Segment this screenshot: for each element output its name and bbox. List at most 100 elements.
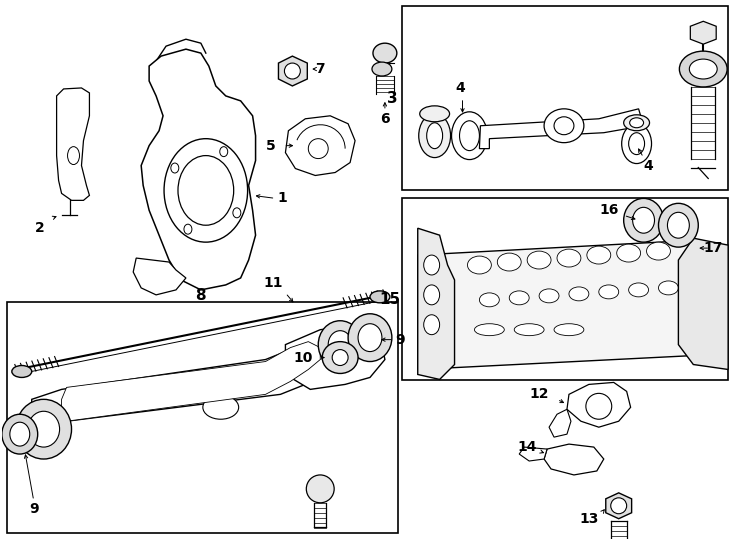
Polygon shape xyxy=(278,56,308,86)
Ellipse shape xyxy=(171,163,179,173)
Polygon shape xyxy=(678,238,728,369)
Ellipse shape xyxy=(658,281,678,295)
Ellipse shape xyxy=(203,395,239,419)
Ellipse shape xyxy=(539,289,559,303)
Polygon shape xyxy=(286,325,385,389)
Ellipse shape xyxy=(658,204,698,247)
Ellipse shape xyxy=(308,139,328,159)
Ellipse shape xyxy=(184,224,192,234)
Ellipse shape xyxy=(468,256,491,274)
Ellipse shape xyxy=(622,124,652,164)
Ellipse shape xyxy=(628,283,649,297)
Text: 12: 12 xyxy=(529,387,549,401)
Text: 17: 17 xyxy=(703,241,723,255)
Ellipse shape xyxy=(624,115,650,131)
Ellipse shape xyxy=(322,342,358,374)
Ellipse shape xyxy=(319,321,362,368)
Ellipse shape xyxy=(459,121,479,151)
Ellipse shape xyxy=(28,411,59,447)
Ellipse shape xyxy=(554,323,584,336)
Polygon shape xyxy=(549,409,571,437)
Polygon shape xyxy=(57,88,90,200)
Text: 10: 10 xyxy=(294,350,313,365)
Ellipse shape xyxy=(474,323,504,336)
Ellipse shape xyxy=(498,253,521,271)
Ellipse shape xyxy=(633,207,655,233)
Ellipse shape xyxy=(667,212,689,238)
Text: 13: 13 xyxy=(579,512,598,526)
Ellipse shape xyxy=(328,330,352,359)
Ellipse shape xyxy=(424,315,440,335)
Ellipse shape xyxy=(373,43,397,63)
Ellipse shape xyxy=(370,291,390,303)
Polygon shape xyxy=(133,258,186,295)
Text: 6: 6 xyxy=(380,112,390,126)
Ellipse shape xyxy=(424,285,440,305)
Text: 15: 15 xyxy=(379,292,401,307)
Ellipse shape xyxy=(12,366,32,377)
Text: 1: 1 xyxy=(277,191,287,205)
Text: 14: 14 xyxy=(517,440,537,454)
Ellipse shape xyxy=(586,393,611,419)
Text: 5: 5 xyxy=(266,139,275,153)
Ellipse shape xyxy=(557,249,581,267)
Ellipse shape xyxy=(569,287,589,301)
Ellipse shape xyxy=(418,114,451,158)
Text: 7: 7 xyxy=(316,62,325,76)
Text: 2: 2 xyxy=(34,221,45,235)
Ellipse shape xyxy=(617,244,641,262)
Ellipse shape xyxy=(628,133,644,154)
Ellipse shape xyxy=(451,112,487,160)
Ellipse shape xyxy=(554,117,574,134)
Polygon shape xyxy=(418,240,713,369)
Bar xyxy=(401,198,728,380)
Text: 3: 3 xyxy=(387,91,397,106)
Text: 4: 4 xyxy=(456,81,465,95)
Bar xyxy=(401,6,728,191)
Ellipse shape xyxy=(164,139,247,242)
Ellipse shape xyxy=(233,208,241,218)
Ellipse shape xyxy=(630,118,644,128)
Ellipse shape xyxy=(599,285,619,299)
Text: 4: 4 xyxy=(644,159,653,173)
Ellipse shape xyxy=(348,314,392,361)
Polygon shape xyxy=(606,493,632,519)
Ellipse shape xyxy=(306,475,334,503)
Ellipse shape xyxy=(219,147,228,157)
Ellipse shape xyxy=(420,106,449,122)
Polygon shape xyxy=(32,330,345,434)
Polygon shape xyxy=(286,116,355,176)
Ellipse shape xyxy=(16,400,71,459)
Bar xyxy=(7,302,398,532)
Polygon shape xyxy=(567,382,631,427)
Text: 16: 16 xyxy=(599,203,619,217)
Ellipse shape xyxy=(587,246,611,264)
Ellipse shape xyxy=(333,349,348,366)
Ellipse shape xyxy=(624,198,664,242)
Ellipse shape xyxy=(372,62,392,76)
Ellipse shape xyxy=(527,251,551,269)
Ellipse shape xyxy=(647,242,670,260)
Polygon shape xyxy=(479,109,644,148)
Ellipse shape xyxy=(680,51,727,87)
Polygon shape xyxy=(62,342,320,431)
Ellipse shape xyxy=(2,414,37,454)
Ellipse shape xyxy=(285,63,300,79)
Text: 8: 8 xyxy=(195,288,206,303)
Ellipse shape xyxy=(358,323,382,352)
Ellipse shape xyxy=(611,498,627,514)
Text: 9: 9 xyxy=(29,502,39,516)
Ellipse shape xyxy=(426,123,443,148)
Ellipse shape xyxy=(544,109,584,143)
Ellipse shape xyxy=(689,59,717,79)
Ellipse shape xyxy=(515,323,544,336)
Ellipse shape xyxy=(424,255,440,275)
Polygon shape xyxy=(519,447,547,461)
Ellipse shape xyxy=(68,147,79,165)
Ellipse shape xyxy=(479,293,499,307)
Polygon shape xyxy=(544,444,604,475)
Polygon shape xyxy=(418,228,454,380)
Ellipse shape xyxy=(509,291,529,305)
Polygon shape xyxy=(141,49,255,290)
Ellipse shape xyxy=(10,422,30,446)
